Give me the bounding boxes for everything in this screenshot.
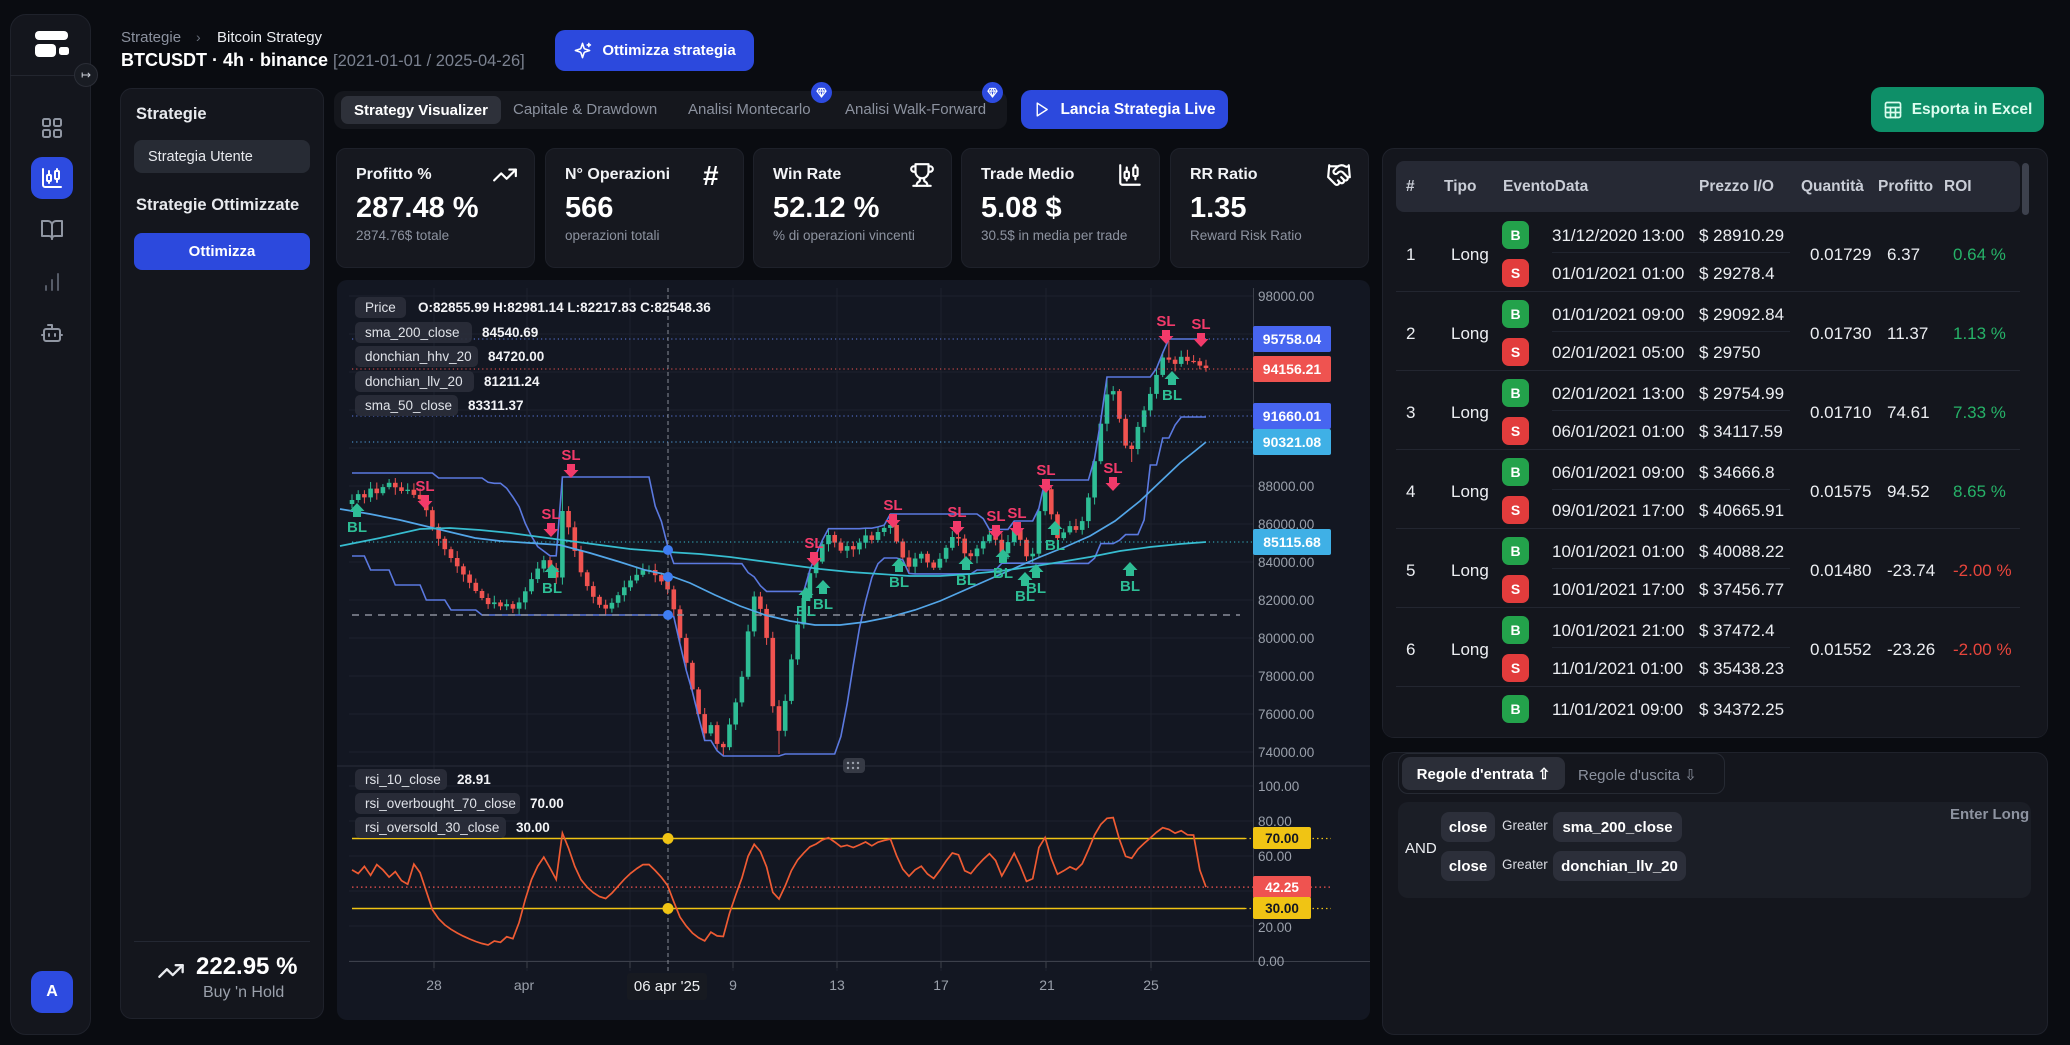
svg-text:28.91: 28.91 [457, 772, 491, 787]
svg-text:BL: BL [889, 574, 909, 591]
svg-text:25: 25 [1143, 977, 1159, 993]
svg-text:BL: BL [796, 603, 816, 620]
svg-text:88000.00: 88000.00 [1258, 479, 1314, 494]
svg-text:70.00: 70.00 [530, 796, 564, 811]
svg-text:9: 9 [729, 977, 737, 993]
svg-text:BL: BL [1015, 588, 1035, 605]
svg-text:90321.08: 90321.08 [1263, 434, 1322, 450]
svg-text:83311.37: 83311.37 [468, 398, 524, 413]
svg-text:BL: BL [542, 580, 562, 597]
svg-text:82000.00: 82000.00 [1258, 593, 1314, 608]
svg-text:SL: SL [883, 497, 902, 514]
svg-text:SL: SL [561, 447, 580, 464]
svg-text:SL: SL [415, 478, 434, 495]
svg-text:84720.00: 84720.00 [488, 349, 544, 364]
svg-text:donchian_llv_20: donchian_llv_20 [365, 374, 463, 389]
svg-text:Price: Price [365, 300, 396, 315]
svg-text:94156.21: 94156.21 [1263, 361, 1322, 377]
svg-text:30.00: 30.00 [516, 820, 550, 835]
svg-text:0.00: 0.00 [1258, 954, 1284, 969]
svg-text:81211.24: 81211.24 [484, 374, 540, 389]
svg-text:78000.00: 78000.00 [1258, 669, 1314, 684]
svg-text:28: 28 [426, 977, 442, 993]
svg-text:BL: BL [1045, 537, 1065, 554]
svg-text:70.00: 70.00 [1265, 831, 1299, 846]
svg-text:84000.00: 84000.00 [1258, 555, 1314, 570]
svg-text:SL: SL [1191, 316, 1210, 333]
svg-text:06 apr '25: 06 apr '25 [634, 978, 700, 995]
svg-text:O:82855.99 H:82981.14 L:82217.: O:82855.99 H:82981.14 L:82217.83 C:82548… [418, 300, 711, 315]
svg-text:80000.00: 80000.00 [1258, 631, 1314, 646]
svg-text:60.00: 60.00 [1258, 849, 1292, 864]
svg-text:rsi_10_close: rsi_10_close [365, 772, 441, 787]
svg-text:SL: SL [1156, 313, 1175, 330]
svg-text:13: 13 [829, 977, 845, 993]
svg-text:SL: SL [541, 506, 560, 523]
svg-text:30.00: 30.00 [1265, 901, 1299, 916]
svg-text:SL: SL [1007, 505, 1026, 522]
svg-text:SL: SL [804, 535, 823, 552]
svg-text:91660.01: 91660.01 [1263, 408, 1322, 424]
svg-text:rsi_oversold_30_close: rsi_oversold_30_close [365, 820, 499, 835]
svg-text:donchian_hhv_20: donchian_hhv_20 [365, 349, 472, 364]
svg-text:SL: SL [986, 508, 1005, 525]
svg-text:sma_200_close: sma_200_close [365, 325, 460, 340]
svg-text:86000.00: 86000.00 [1258, 517, 1314, 532]
svg-text:SL: SL [947, 504, 966, 521]
svg-text:BL: BL [813, 596, 833, 613]
svg-text:sma_50_close: sma_50_close [365, 398, 452, 413]
svg-text:SL: SL [1036, 462, 1055, 479]
svg-text:80.00: 80.00 [1258, 814, 1292, 829]
svg-text:BL: BL [1162, 387, 1182, 404]
svg-text:17: 17 [933, 977, 949, 993]
svg-text:BL: BL [347, 519, 367, 536]
svg-text:74000.00: 74000.00 [1258, 745, 1314, 760]
svg-text:BL: BL [1026, 580, 1046, 597]
svg-text:BL: BL [993, 565, 1013, 582]
svg-text:BL: BL [1120, 578, 1140, 595]
svg-text:rsi_overbought_70_close: rsi_overbought_70_close [365, 796, 516, 811]
svg-text:85115.68: 85115.68 [1263, 534, 1321, 550]
svg-text:84540.69: 84540.69 [482, 325, 538, 340]
svg-text:98000.00: 98000.00 [1258, 289, 1314, 304]
svg-text:42.25: 42.25 [1265, 880, 1299, 895]
svg-text:76000.00: 76000.00 [1258, 707, 1314, 722]
svg-text:BL: BL [956, 572, 976, 589]
svg-text:20.00: 20.00 [1258, 920, 1292, 935]
svg-text:95758.04: 95758.04 [1263, 331, 1322, 347]
svg-text:SL: SL [1103, 460, 1122, 477]
svg-text:21: 21 [1039, 977, 1055, 993]
svg-text:100.00: 100.00 [1258, 779, 1299, 794]
svg-text:apr: apr [514, 977, 535, 993]
